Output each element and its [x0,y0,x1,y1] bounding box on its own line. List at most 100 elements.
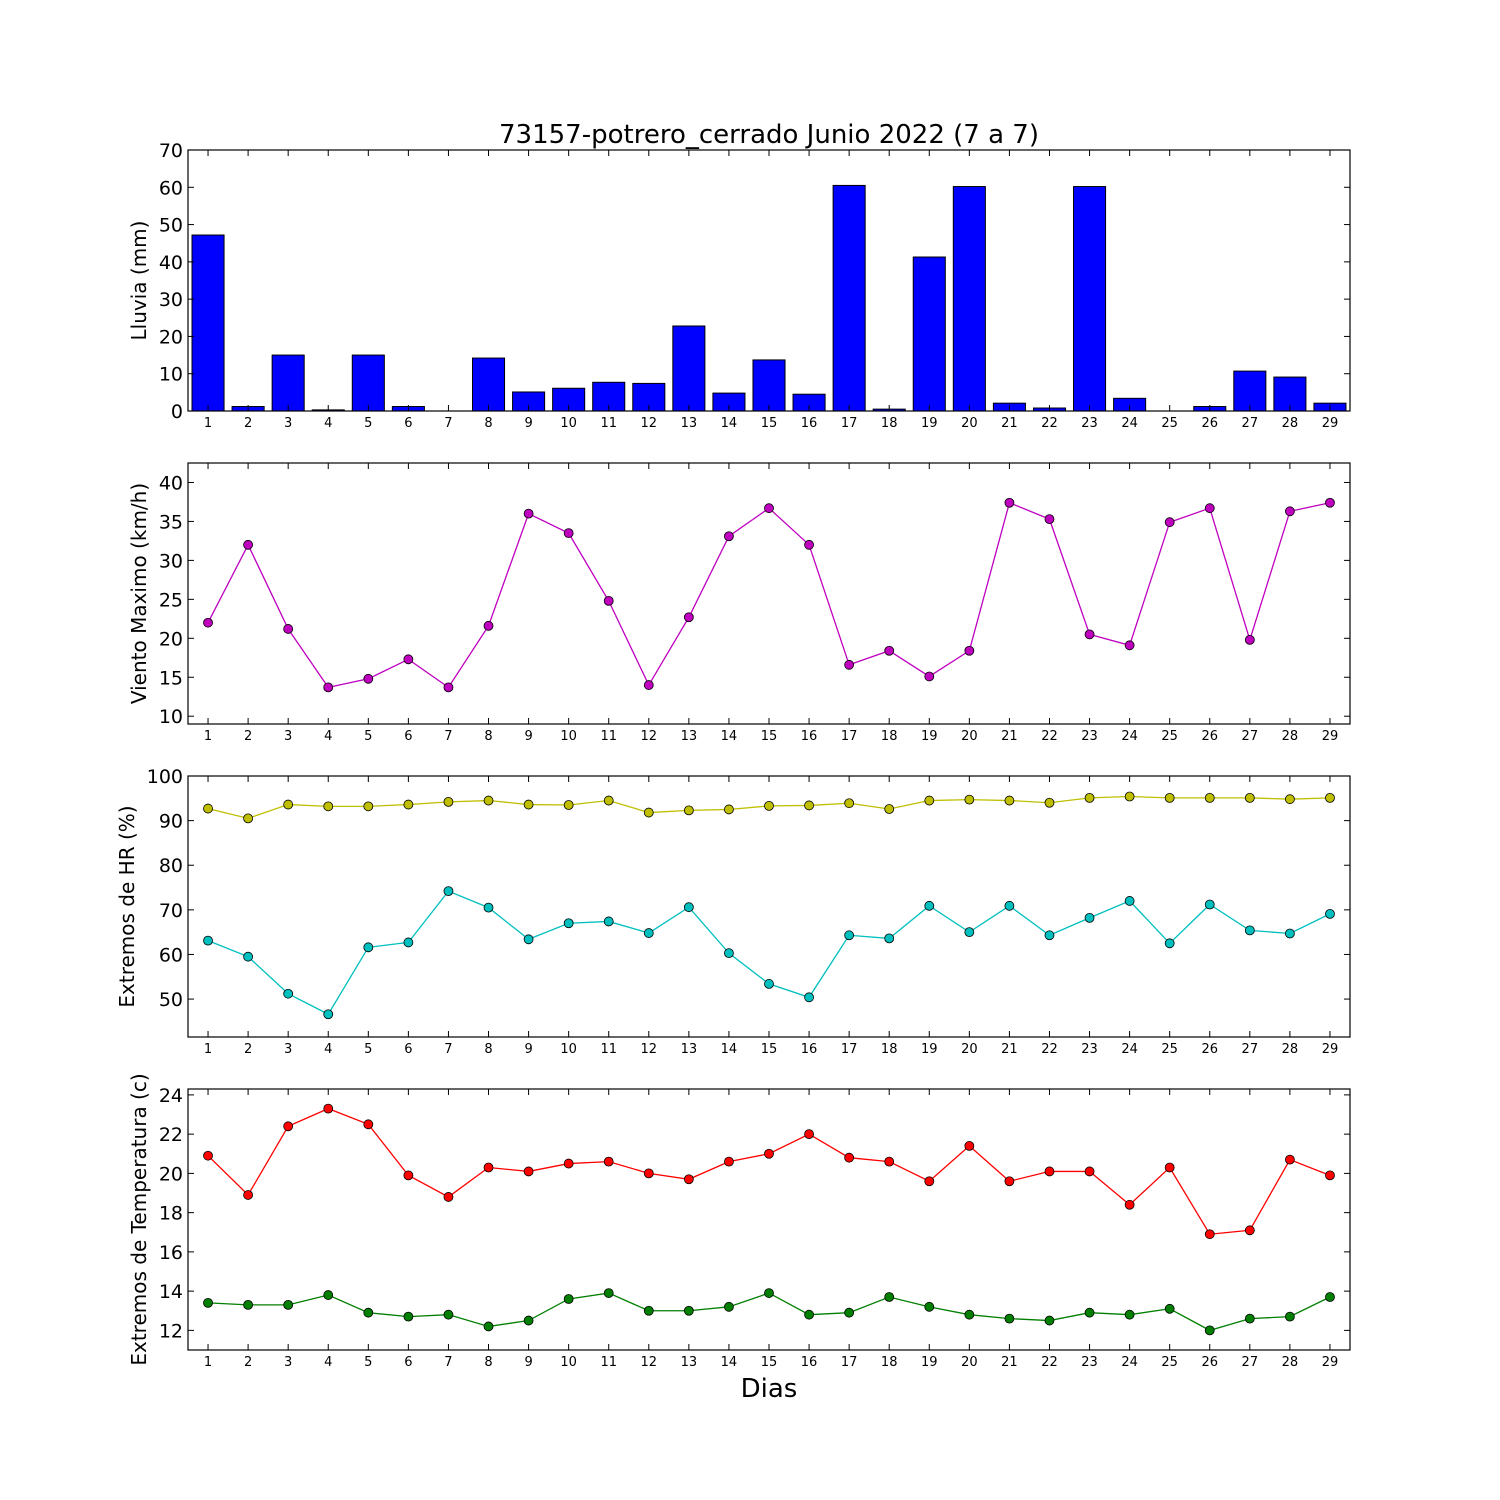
series-1-point-day-18 [884,1156,895,1167]
x-tick-label: 3 [284,1042,292,1057]
x-tick-label: 2 [244,729,252,744]
series-1-point-day-13 [683,805,694,816]
series-1-point-day-14 [724,804,734,815]
series-1-point-day-17 [844,798,855,809]
series-2-point-day-15 [764,979,774,989]
x-tick-label: 12 [641,416,658,431]
x-tick-label: 27 [1242,416,1259,431]
x-tick-label: 24 [1121,416,1138,431]
chart-title: 73157-potrero_cerrado Junio 2022 (7 a 7) [499,120,1039,150]
series-1-point-day-5 [363,673,374,684]
series-1-point-day-25 [1164,792,1175,803]
x-tick-label: 24 [1121,1355,1138,1370]
series-1-point-day-28 [1285,506,1295,517]
x-tick-label: 8 [484,1355,492,1370]
series-1-point-day-2 [243,813,254,824]
x-tick-label: 25 [1161,729,1178,744]
series-1-point-day-11 [603,596,614,606]
series-1-point-day-9 [523,508,534,519]
series-1-point-day-22 [1044,797,1055,808]
rain-bar-day-8 [471,357,506,412]
series-2-point-day-16 [804,1309,814,1320]
x-tick-label: 8 [484,416,492,431]
series-2-point-day-14 [724,948,734,959]
rain-bar-day-15 [752,359,786,412]
series-2-point-day-29 [1325,1292,1335,1302]
x-tick-label: 18 [881,416,898,431]
rain-bar-day-3 [271,354,305,412]
series-1-point-day-27 [1244,1225,1255,1236]
x-tick-label: 10 [560,1355,577,1370]
series-2-point-day-7 [443,1309,454,1320]
x-tick-label: 2 [244,1042,252,1057]
y-tick-label: 35 [159,511,183,533]
rain-bar-day-27 [1233,370,1267,412]
series-1-point-day-16 [804,539,814,550]
x-tick-label: 28 [1282,416,1299,431]
x-tick-label: 1 [204,1042,212,1057]
y-tick-label: 30 [159,550,183,572]
series-2-point-day-23 [1084,912,1095,923]
x-tick-label: 24 [1121,729,1138,744]
series-1-point-day-27 [1244,792,1255,803]
y-axis-label: Lluvia (mm) [127,221,151,341]
series-2-point-day-28 [1285,1311,1295,1322]
x-tick-label: 27 [1242,1355,1259,1370]
series-1-point-day-12 [643,807,654,818]
x-tick-label: 16 [801,1355,818,1370]
series-2-point-day-18 [884,933,895,944]
x-tick-label: 21 [1001,1042,1018,1057]
series-2-point-day-2 [243,951,254,962]
series-1-point-day-19 [924,795,935,806]
x-tick-label: 25 [1161,416,1178,431]
x-tick-label: 4 [324,416,332,431]
series-1-point-day-29 [1325,792,1335,803]
series-2-point-day-4 [323,1290,334,1300]
x-tick-label: 1 [204,729,212,744]
series-1-point-day-17 [844,1152,855,1163]
x-tick-label: 22 [1041,416,1058,431]
x-tick-label: 2 [244,1355,252,1370]
series-1-point-day-8 [483,1162,494,1173]
y-tick-label: 16 [159,1242,183,1264]
series-1-point-day-8 [483,795,494,806]
series-2-point-day-22 [1044,930,1055,941]
series-1-point-day-5 [363,1119,374,1130]
x-tick-label: 15 [761,729,778,744]
x-tick-label: 26 [1201,416,1218,431]
x-tick-label: 11 [600,416,617,431]
y-tick-label: 100 [147,766,183,788]
series-2-point-day-10 [563,918,574,929]
x-tick-label: 27 [1242,729,1259,744]
x-tick-label: 19 [921,416,938,431]
x-tick-label: 23 [1081,1355,1098,1370]
series-1-point-day-12 [643,1168,654,1179]
y-tick-label: 18 [159,1203,183,1225]
x-tick-label: 22 [1041,1355,1058,1370]
series-2-point-day-26 [1204,899,1215,910]
series-1-point-day-22 [1044,1166,1055,1177]
x-tick-label: 12 [641,1042,658,1057]
rain-bar-day-19 [912,256,946,412]
series-2-point-day-13 [683,1305,694,1316]
series-2-point-day-26 [1204,1325,1215,1336]
x-tick-label: 17 [841,1355,858,1370]
series-2-point-day-6 [403,1311,414,1322]
series-1-point-day-4 [323,682,334,693]
x-tick-label: 13 [681,729,698,744]
series-1-point-day-15 [764,503,774,514]
x-tick-label: 20 [961,416,978,431]
x-tick-label: 20 [961,1355,978,1370]
series-2-point-day-9 [523,934,534,945]
series-2-point-day-22 [1044,1315,1055,1326]
x-tick-label: 6 [404,1042,412,1057]
series-1-point-day-13 [683,1174,694,1185]
series-1-point-day-11 [603,1156,614,1167]
series-2-point-day-23 [1084,1307,1095,1318]
x-tick-label: 19 [921,729,938,744]
x-tick-label: 15 [761,1355,778,1370]
series-2-point-day-16 [804,992,814,1003]
series-2-point-day-2 [243,1299,254,1310]
x-tick-label: 26 [1201,1042,1218,1057]
